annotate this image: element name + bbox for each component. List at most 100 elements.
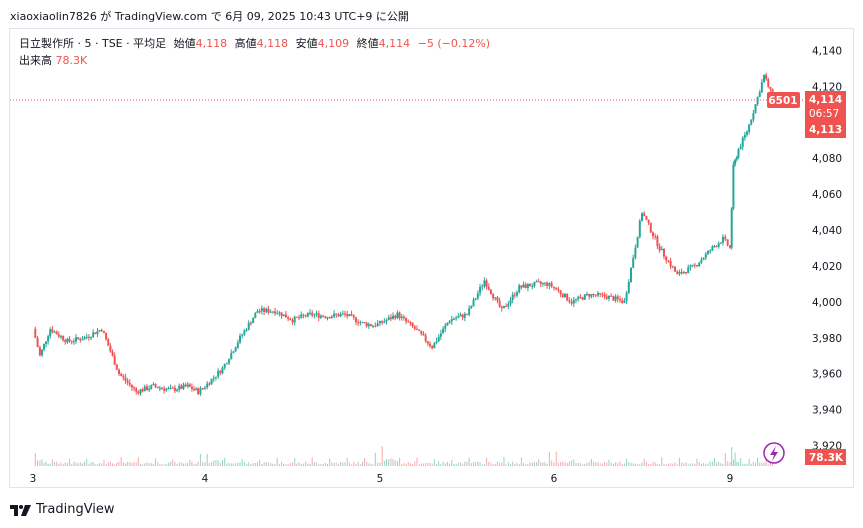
candle-body — [361, 322, 364, 324]
candle-body — [483, 280, 486, 287]
candle-body — [575, 299, 577, 301]
candle-body — [376, 323, 379, 327]
candle-body — [357, 322, 360, 324]
volume-bar — [544, 462, 546, 466]
volume-bar — [748, 458, 750, 466]
candle-body — [685, 271, 687, 274]
candle-body — [500, 306, 503, 309]
volume-bar — [593, 461, 595, 466]
volume-bar — [396, 461, 398, 466]
volume-bar — [438, 461, 440, 466]
y-tick-label: 4,000 — [812, 297, 842, 309]
volume-bar — [226, 463, 228, 466]
candle-body — [243, 330, 246, 335]
volume-bar — [676, 464, 678, 466]
volume-bar — [490, 462, 492, 466]
volume-bar — [672, 463, 674, 466]
volume-bar — [215, 460, 217, 466]
volume-bar — [564, 462, 566, 466]
candle-body — [709, 250, 712, 252]
volume-bar — [313, 462, 315, 466]
candle-body — [422, 333, 425, 336]
candle-body — [148, 388, 151, 390]
volume-bar — [114, 464, 116, 466]
candle-body — [45, 341, 48, 345]
candle-body — [165, 388, 168, 391]
volume-bar — [75, 462, 77, 466]
volume-bar — [133, 462, 135, 466]
volume-bar — [705, 463, 707, 466]
candle-body — [324, 316, 327, 318]
candle-body — [481, 286, 484, 288]
candle-body — [221, 367, 224, 374]
candle-body — [81, 339, 84, 341]
candle-body — [387, 317, 390, 320]
volume-bar — [488, 461, 490, 466]
volume-bar — [542, 462, 544, 466]
volume-bar — [246, 463, 248, 466]
volume-bar — [626, 458, 628, 466]
volume-bar — [159, 464, 161, 466]
candle-body — [208, 383, 211, 385]
volume-bar — [494, 463, 496, 466]
volume-bar — [678, 457, 680, 466]
volume-bar — [698, 461, 700, 466]
volume-bar — [157, 462, 159, 466]
candle-body — [693, 264, 696, 266]
candle-body — [176, 389, 179, 391]
candle-body — [763, 74, 765, 83]
volume-bar — [58, 463, 60, 466]
candle-body — [49, 329, 52, 337]
time-axis[interactable]: 3 4 5 6 9 — [30, 473, 734, 485]
candle-body — [256, 311, 259, 313]
candle-body — [597, 293, 599, 296]
volume-bar — [137, 457, 139, 466]
candle-body — [750, 119, 753, 125]
candle-body — [623, 300, 626, 303]
candle-body — [466, 313, 468, 315]
volume-bar — [47, 463, 49, 466]
candle-body — [137, 391, 140, 394]
candle-body — [278, 312, 281, 314]
candle-body — [228, 359, 231, 364]
volume-bar — [711, 461, 713, 466]
candle-body — [105, 332, 108, 340]
volume-bar — [307, 463, 309, 466]
volume-bar — [292, 462, 293, 466]
volume-bar — [199, 453, 201, 466]
high-value: 4,118 — [256, 37, 289, 50]
candle-body — [258, 311, 261, 313]
volume-bar — [84, 461, 86, 466]
volume-bar — [742, 464, 744, 466]
volume-bar — [56, 461, 58, 466]
candle-body — [102, 331, 105, 333]
volume-bar — [683, 463, 685, 466]
volume-bar — [586, 462, 588, 466]
candle-body — [346, 314, 349, 317]
volume-bar — [518, 464, 520, 466]
volume-bar — [597, 462, 599, 466]
volume-bar — [510, 463, 511, 466]
volume-bar — [643, 458, 645, 466]
volume-bar — [302, 463, 304, 466]
volume-bar — [366, 461, 368, 466]
candle-body — [643, 213, 646, 217]
candle-body — [489, 289, 492, 295]
volume-bar — [720, 463, 722, 466]
candle-body — [230, 352, 233, 360]
open-value: 4,118 — [195, 37, 228, 50]
volume-bar — [685, 462, 687, 466]
change-value: −5 (−0.12%) — [417, 37, 491, 50]
volume-bar — [230, 463, 232, 466]
candle-body — [529, 283, 532, 287]
candle-body — [586, 294, 588, 296]
candle-body — [337, 314, 340, 317]
volume-bar — [654, 462, 656, 466]
volume-bar — [243, 461, 245, 466]
volume-bar — [724, 452, 726, 466]
candle-body — [293, 316, 296, 323]
volume-bar — [451, 459, 453, 466]
candle-body — [656, 236, 659, 247]
volume-bar — [109, 461, 111, 466]
